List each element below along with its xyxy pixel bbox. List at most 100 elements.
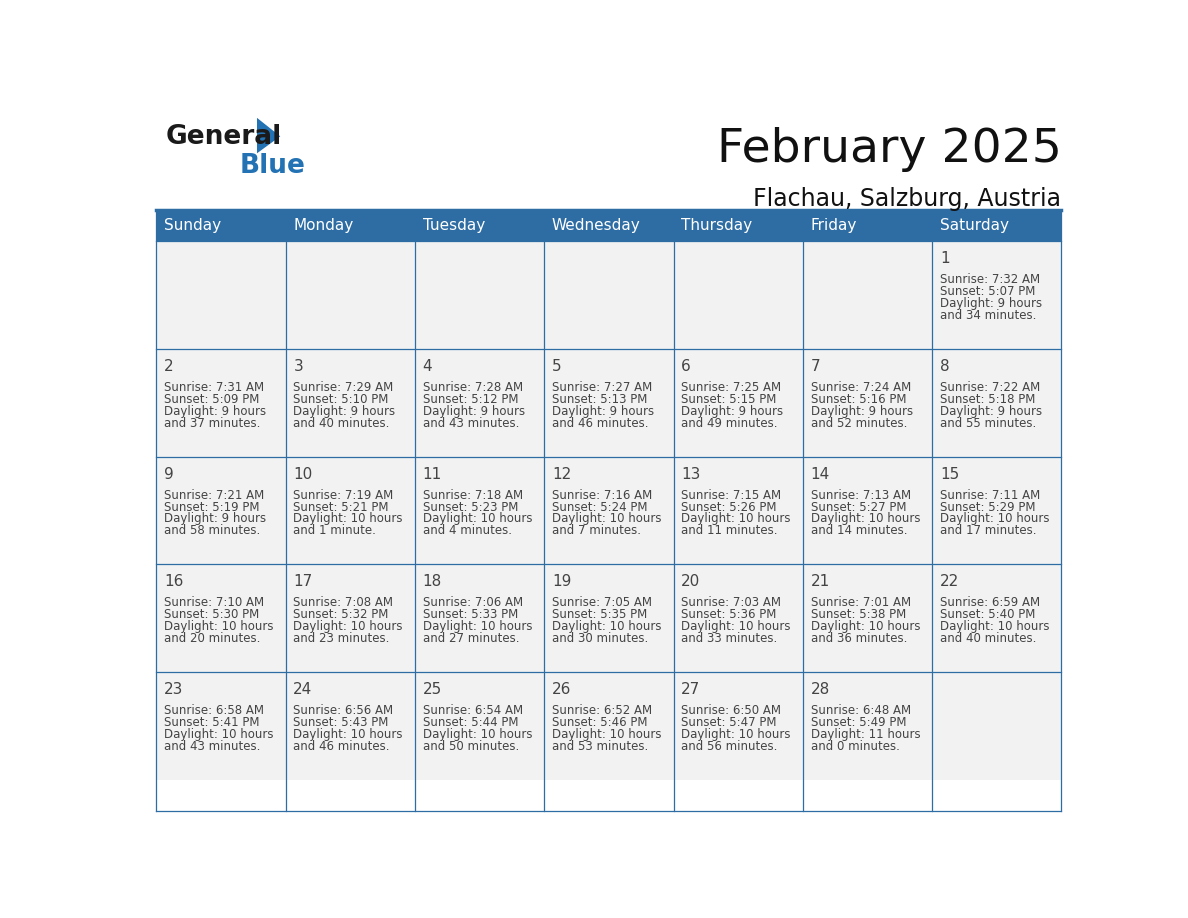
Text: Daylight: 9 hours: Daylight: 9 hours	[552, 405, 655, 418]
Text: Sunrise: 7:21 AM: Sunrise: 7:21 AM	[164, 488, 264, 501]
Text: 11: 11	[423, 466, 442, 482]
Text: Sunrise: 6:58 AM: Sunrise: 6:58 AM	[164, 704, 264, 717]
Text: Sunset: 5:10 PM: Sunset: 5:10 PM	[293, 393, 388, 406]
Text: Sunset: 5:32 PM: Sunset: 5:32 PM	[293, 609, 388, 621]
Text: 18: 18	[423, 575, 442, 589]
Text: Sunset: 5:47 PM: Sunset: 5:47 PM	[681, 716, 777, 729]
Text: Daylight: 10 hours: Daylight: 10 hours	[164, 621, 273, 633]
Text: Sunset: 5:33 PM: Sunset: 5:33 PM	[423, 609, 518, 621]
Bar	[157, 210, 1061, 241]
Text: 26: 26	[552, 682, 571, 698]
Text: Daylight: 10 hours: Daylight: 10 hours	[940, 512, 1049, 525]
Text: Sunrise: 6:48 AM: Sunrise: 6:48 AM	[810, 704, 911, 717]
Text: Daylight: 10 hours: Daylight: 10 hours	[293, 621, 403, 633]
Text: Sunrise: 6:59 AM: Sunrise: 6:59 AM	[940, 597, 1040, 610]
Text: 25: 25	[423, 682, 442, 698]
Text: and 27 minutes.: and 27 minutes.	[423, 633, 519, 645]
Text: Sunset: 5:23 PM: Sunset: 5:23 PM	[423, 500, 518, 513]
Text: and 49 minutes.: and 49 minutes.	[681, 417, 778, 430]
Text: and 20 minutes.: and 20 minutes.	[164, 633, 260, 645]
Text: Sunrise: 7:16 AM: Sunrise: 7:16 AM	[552, 488, 652, 501]
Text: and 34 minutes.: and 34 minutes.	[940, 308, 1036, 322]
Text: and 0 minutes.: and 0 minutes.	[810, 740, 899, 753]
Text: Sunrise: 7:24 AM: Sunrise: 7:24 AM	[810, 381, 911, 394]
Text: Daylight: 10 hours: Daylight: 10 hours	[293, 512, 403, 525]
Text: Sunrise: 6:54 AM: Sunrise: 6:54 AM	[423, 704, 523, 717]
Text: Friday: Friday	[810, 218, 857, 233]
Text: Sunrise: 7:15 AM: Sunrise: 7:15 AM	[681, 488, 782, 501]
Text: Daylight: 10 hours: Daylight: 10 hours	[164, 728, 273, 741]
Text: 5: 5	[552, 359, 562, 374]
Text: 20: 20	[681, 575, 701, 589]
Text: and 40 minutes.: and 40 minutes.	[940, 633, 1036, 645]
Text: Sunset: 5:12 PM: Sunset: 5:12 PM	[423, 393, 518, 406]
Text: Sunset: 5:27 PM: Sunset: 5:27 PM	[810, 500, 906, 513]
Text: 13: 13	[681, 466, 701, 482]
Text: Sunset: 5:43 PM: Sunset: 5:43 PM	[293, 716, 388, 729]
Text: and 36 minutes.: and 36 minutes.	[810, 633, 906, 645]
Text: Saturday: Saturday	[940, 218, 1009, 233]
Text: Sunset: 5:15 PM: Sunset: 5:15 PM	[681, 393, 777, 406]
Text: Daylight: 9 hours: Daylight: 9 hours	[940, 405, 1042, 418]
Text: Daylight: 10 hours: Daylight: 10 hours	[552, 621, 662, 633]
Text: Daylight: 11 hours: Daylight: 11 hours	[810, 728, 921, 741]
Text: and 43 minutes.: and 43 minutes.	[423, 417, 519, 430]
Text: and 53 minutes.: and 53 minutes.	[552, 740, 649, 753]
Text: Daylight: 10 hours: Daylight: 10 hours	[423, 621, 532, 633]
Text: Daylight: 10 hours: Daylight: 10 hours	[681, 512, 791, 525]
Text: and 17 minutes.: and 17 minutes.	[940, 524, 1036, 537]
Text: 14: 14	[810, 466, 830, 482]
Text: 9: 9	[164, 466, 173, 482]
Text: Daylight: 9 hours: Daylight: 9 hours	[164, 405, 266, 418]
Text: Sunrise: 7:05 AM: Sunrise: 7:05 AM	[552, 597, 652, 610]
Text: Daylight: 10 hours: Daylight: 10 hours	[423, 512, 532, 525]
Text: 6: 6	[681, 359, 691, 374]
Bar	[157, 672, 1061, 780]
Text: and 30 minutes.: and 30 minutes.	[552, 633, 649, 645]
Text: Sunset: 5:35 PM: Sunset: 5:35 PM	[552, 609, 647, 621]
Text: 15: 15	[940, 466, 959, 482]
Text: Daylight: 9 hours: Daylight: 9 hours	[293, 405, 396, 418]
Text: Sunday: Sunday	[164, 218, 221, 233]
Text: Sunset: 5:30 PM: Sunset: 5:30 PM	[164, 609, 259, 621]
Text: Daylight: 9 hours: Daylight: 9 hours	[681, 405, 783, 418]
Text: and 46 minutes.: and 46 minutes.	[552, 417, 649, 430]
Text: Daylight: 10 hours: Daylight: 10 hours	[940, 621, 1049, 633]
Text: Sunrise: 6:52 AM: Sunrise: 6:52 AM	[552, 704, 652, 717]
Text: Sunrise: 7:32 AM: Sunrise: 7:32 AM	[940, 273, 1040, 286]
Text: Sunset: 5:09 PM: Sunset: 5:09 PM	[164, 393, 259, 406]
Text: 8: 8	[940, 359, 949, 374]
Text: and 33 minutes.: and 33 minutes.	[681, 633, 777, 645]
Text: Daylight: 10 hours: Daylight: 10 hours	[423, 728, 532, 741]
Bar	[157, 565, 1061, 672]
Text: 3: 3	[293, 359, 303, 374]
Text: Sunrise: 7:25 AM: Sunrise: 7:25 AM	[681, 381, 782, 394]
Text: Sunset: 5:41 PM: Sunset: 5:41 PM	[164, 716, 259, 729]
Text: 23: 23	[164, 682, 183, 698]
Text: 4: 4	[423, 359, 432, 374]
Text: and 58 minutes.: and 58 minutes.	[164, 524, 260, 537]
Text: 19: 19	[552, 575, 571, 589]
Text: Sunset: 5:21 PM: Sunset: 5:21 PM	[293, 500, 388, 513]
Text: Sunrise: 7:27 AM: Sunrise: 7:27 AM	[552, 381, 652, 394]
Text: Sunset: 5:19 PM: Sunset: 5:19 PM	[164, 500, 259, 513]
Text: and 56 minutes.: and 56 minutes.	[681, 740, 778, 753]
Text: 10: 10	[293, 466, 312, 482]
Text: and 40 minutes.: and 40 minutes.	[293, 417, 390, 430]
Text: Sunrise: 7:10 AM: Sunrise: 7:10 AM	[164, 597, 264, 610]
Text: Sunset: 5:38 PM: Sunset: 5:38 PM	[810, 609, 905, 621]
Text: Sunset: 5:46 PM: Sunset: 5:46 PM	[552, 716, 647, 729]
Text: Sunset: 5:49 PM: Sunset: 5:49 PM	[810, 716, 906, 729]
Text: Sunrise: 7:06 AM: Sunrise: 7:06 AM	[423, 597, 523, 610]
Text: Daylight: 9 hours: Daylight: 9 hours	[164, 512, 266, 525]
Text: Daylight: 9 hours: Daylight: 9 hours	[810, 405, 912, 418]
Text: Sunrise: 7:08 AM: Sunrise: 7:08 AM	[293, 597, 393, 610]
Text: 1: 1	[940, 251, 949, 266]
Bar	[157, 456, 1061, 565]
Text: and 46 minutes.: and 46 minutes.	[293, 740, 390, 753]
Text: General: General	[165, 124, 282, 151]
Text: Thursday: Thursday	[681, 218, 752, 233]
Text: and 23 minutes.: and 23 minutes.	[293, 633, 390, 645]
Text: 21: 21	[810, 575, 830, 589]
Text: and 14 minutes.: and 14 minutes.	[810, 524, 908, 537]
